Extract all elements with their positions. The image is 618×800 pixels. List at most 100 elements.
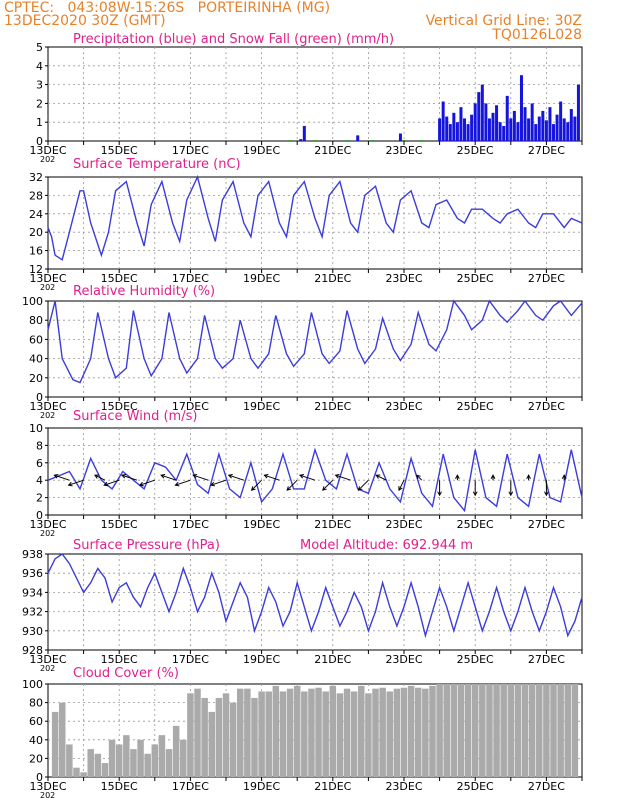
panel-frame <box>47 300 583 398</box>
wind-arrow-head <box>53 473 59 479</box>
cloud-bar <box>358 685 365 777</box>
cloud-bar <box>343 688 351 777</box>
cloud-bar <box>229 702 237 777</box>
precip-bar <box>484 103 488 141</box>
cloud-bar <box>514 684 522 777</box>
cloud-bar <box>550 684 557 777</box>
x-year-label: 202 <box>40 791 55 800</box>
series-line <box>47 299 583 384</box>
precip-bar <box>569 109 573 141</box>
precip-bar <box>555 114 559 141</box>
cloud-bar <box>301 691 308 777</box>
cloud-bar <box>571 684 579 777</box>
cloud-bar <box>244 688 251 777</box>
x-tick-label: 17DEC <box>172 144 209 157</box>
y-tick-label: 2 <box>36 97 43 110</box>
x-year-label: 202 <box>40 664 55 673</box>
y-tick-label: 80 <box>29 314 43 327</box>
precip-bar <box>477 92 481 141</box>
wind-arrow-head <box>375 474 381 479</box>
series-line <box>47 447 583 513</box>
cloud-bar <box>500 684 507 777</box>
x-tick-label: 25DEC <box>457 144 494 157</box>
x-tick-label: 25DEC <box>457 272 494 285</box>
cloud-bar <box>80 772 87 777</box>
cloud-bar <box>507 684 515 777</box>
wind-arrow-head <box>334 473 340 479</box>
wind-arrow <box>375 474 387 481</box>
x-tick-label: 21DEC <box>314 144 351 157</box>
panel-frame <box>47 46 583 142</box>
cloud-bar <box>414 687 422 777</box>
wind-arrow <box>210 479 227 486</box>
precip-bar <box>466 124 470 141</box>
panel-title: Surface Wind (m/s) <box>73 409 197 424</box>
x-tick-label: 21DEC <box>314 653 351 666</box>
precip-bar <box>438 118 442 141</box>
precip-bar <box>573 116 577 141</box>
cloud-bar <box>51 711 59 777</box>
cloud-bar <box>251 697 258 777</box>
precip-bar <box>495 105 499 141</box>
y-tick-label: 4 <box>36 60 43 73</box>
precip-bar <box>544 120 548 141</box>
cloud-bar <box>130 749 137 777</box>
y-tick-label: 930 <box>22 625 43 638</box>
x-tick-label: 25DEC <box>457 780 494 793</box>
series-line <box>47 553 583 639</box>
cloud-bar <box>386 691 394 777</box>
cloud-bar <box>436 684 443 777</box>
x-tick-label: 15DEC <box>101 272 138 285</box>
wind-arrow-head <box>299 473 305 479</box>
header-model: TQ0126L028 <box>492 27 582 43</box>
cloud-bar <box>201 697 208 777</box>
cloud-bar <box>493 684 500 777</box>
cloud-bar <box>464 684 472 777</box>
x-tick-label: 19DEC <box>243 400 280 413</box>
cloud-bar <box>58 702 66 777</box>
cloud-bar <box>543 684 550 777</box>
precip-bar <box>448 124 452 141</box>
cloud-bar <box>215 697 223 777</box>
wind-arrow-head <box>103 481 109 487</box>
wind-arrow-head <box>544 491 549 497</box>
panel-subtitle: Model Altitude: 692.944 m <box>300 538 473 553</box>
x-tick-label: 21DEC <box>314 518 351 531</box>
cloud-bar <box>329 685 337 777</box>
cloud-bar <box>486 684 493 777</box>
cloud-bar <box>450 684 458 777</box>
wind-arrow-head <box>174 481 180 487</box>
x-tick-label: 25DEC <box>457 653 494 666</box>
precip-bar <box>463 118 467 141</box>
x-year-label: 202 <box>40 283 55 292</box>
cloud-bar <box>158 735 166 777</box>
cloud-bar <box>521 684 529 777</box>
cloud-bar <box>557 684 564 777</box>
x-tick-label: 21DEC <box>314 272 351 285</box>
x-tick-label: 17DEC <box>172 518 209 531</box>
x-tick-label: 17DEC <box>172 780 209 793</box>
y-tick-label: 3 <box>36 79 43 92</box>
cloud-bar <box>407 685 415 777</box>
precip-bar <box>445 116 449 141</box>
cloud-bar <box>372 688 379 777</box>
x-tick-label: 15DEC <box>101 780 138 793</box>
x-tick-label: 15DEC <box>101 653 138 666</box>
y-tick-label: 40 <box>29 734 43 747</box>
cloud-bar <box>115 744 123 777</box>
wind-arrow <box>286 479 298 491</box>
x-tick-label: 23DEC <box>385 518 422 531</box>
cloud-bar <box>336 693 344 777</box>
x-tick-label: 27DEC <box>528 518 565 531</box>
snow-bar <box>370 140 374 142</box>
wind-arrow-head <box>263 473 269 479</box>
x-tick-label: 15DEC <box>101 400 138 413</box>
precip-bar <box>548 107 552 141</box>
x-tick-label: 23DEC <box>385 400 422 413</box>
x-tick-label: 19DEC <box>243 653 280 666</box>
wind-arrow-head <box>94 474 99 479</box>
x-tick-label: 19DEC <box>243 518 280 531</box>
wind-arrow <box>251 479 262 491</box>
cloud-bar <box>315 687 322 777</box>
